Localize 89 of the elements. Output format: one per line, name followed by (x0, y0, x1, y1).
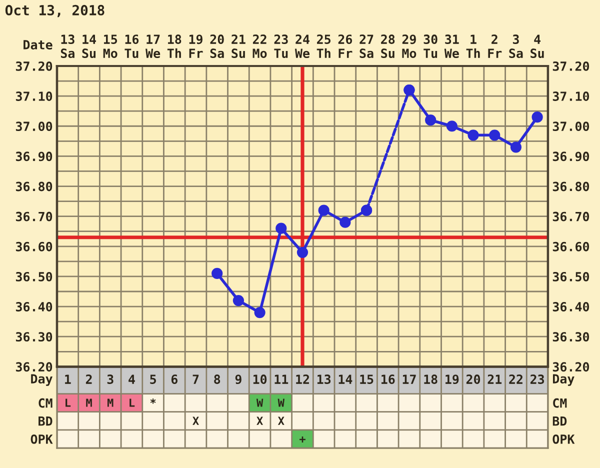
x2-tick-label: 23 Tu (274, 34, 288, 58)
x2-tick-label: 14 Su (82, 34, 96, 58)
x-tick-label: 12 (296, 374, 309, 384)
x-tick-label: 14 (338, 374, 352, 384)
y-tick-label: 36.80 (16, 182, 52, 192)
x-tick-label: 18 (424, 374, 438, 384)
x2-tick-label: 25 Th (316, 34, 331, 58)
x2-tick-label: 21 Su (232, 34, 246, 58)
y2-tick-label: 37.10 (552, 92, 590, 101)
x-tick-label: 8 (214, 374, 220, 384)
x2-tick-label: 26 Fr (338, 34, 352, 58)
x2-tick-label: 15 Mo (103, 34, 118, 58)
y2-tick-label: 36.50 (552, 272, 590, 282)
y2-tick-label: 36.80 (552, 182, 590, 192)
x-axis-title: Day (31, 374, 52, 386)
x-tick-label: 23 (530, 374, 544, 384)
x2-tick-label: 29 Mo (402, 34, 416, 58)
x-tick-label: 2 (86, 374, 92, 384)
y-tick-label: 36.60 (16, 242, 52, 252)
x-tick-label: 3 (107, 374, 114, 384)
x-tick-label: 16 (382, 374, 395, 384)
text: L (130, 398, 135, 407)
x-tick-label: 19 (446, 374, 459, 384)
y-tick-label: 36.30 (16, 332, 52, 342)
x2-axis-title: Date (24, 40, 52, 50)
text: X (278, 416, 284, 425)
y2-tick-label: 36.70 (552, 212, 590, 222)
x-tick-label: 9 (235, 374, 242, 384)
text: + (300, 436, 306, 442)
text: * (150, 398, 156, 404)
x-tick-label: 5 (150, 374, 156, 384)
y-tick-label: 36.50 (16, 272, 52, 282)
x-tick-label: 1 (65, 374, 71, 384)
y2-tick-label: 37.20 (552, 61, 590, 71)
y-tick-label: 36.90 (16, 152, 52, 162)
x2-tick-label: 24 We (294, 34, 310, 58)
x-tick-label: 17 (402, 374, 416, 384)
text: X (192, 416, 199, 425)
category-label: OPK (552, 434, 575, 444)
text: W (278, 398, 284, 407)
x2-tick-label: 27 Sa (360, 34, 374, 58)
y2-tick-label: 36.60 (552, 242, 590, 252)
x2-tick-label: 20 Sa (210, 34, 224, 58)
category-label: CM (38, 398, 52, 408)
x2-tick-label: 30 Tu (424, 34, 438, 58)
category-label: BD (552, 416, 567, 426)
x-tick-label: 20 (466, 374, 480, 384)
x-tick-label: 21 (488, 374, 502, 384)
y-tick-label: 36.40 (16, 302, 52, 312)
x2-tick-label: 31 We (444, 34, 459, 58)
x-tick-label: 10 (253, 374, 267, 384)
x-tick-label: 6 (171, 374, 178, 384)
x-tick-label: 13 (317, 374, 331, 384)
x-tick-label: 4 (128, 374, 135, 384)
x-tick-label: 7 (192, 374, 199, 384)
x2-tick-label: 16 Tu (124, 34, 139, 58)
x2-tick-label: 18 Th (167, 34, 182, 58)
text: M (86, 398, 92, 407)
x2-tick-label: 19 Fr (189, 34, 203, 58)
text: Day (552, 374, 574, 386)
y2-tick-label: 36.20 (552, 362, 590, 372)
text: L (66, 398, 71, 407)
y2-tick-label: 36.40 (552, 302, 590, 312)
x2-tick-label: 2 Fr (488, 34, 502, 58)
y2-tick-label: 37.00 (552, 122, 590, 132)
y2-tick-label: 36.90 (552, 152, 590, 162)
x-tick-label: 22 (509, 374, 522, 384)
text: W (256, 398, 264, 407)
y-tick-label: 36.20 (16, 362, 52, 372)
x2-tick-label: 1 Th (466, 34, 480, 58)
x-tick-label: 11 (274, 374, 288, 384)
y-tick-label: 36.70 (16, 212, 52, 222)
y-tick-label: 37.10 (16, 92, 52, 101)
text: M (107, 398, 114, 407)
y-tick-label: 37.00 (16, 122, 52, 132)
x-tick-label: 15 (360, 374, 374, 384)
y2-tick-label: 36.30 (552, 332, 590, 342)
x2-tick-label: 22 Mo (252, 34, 267, 58)
x2-tick-label: 4 Su (530, 34, 544, 58)
x2-tick-label: 28 Su (381, 34, 395, 58)
category-label: CM (553, 398, 567, 408)
y-tick-label: 37.20 (16, 61, 52, 71)
x2-tick-label: 3 Sa (509, 34, 523, 58)
text: X (256, 416, 263, 425)
category-label: BD (38, 416, 52, 426)
category-label: OPK (30, 434, 53, 444)
x2-tick-label: 13 Sa (60, 34, 74, 58)
x2-tick-label: 17 We (146, 34, 160, 58)
chart-title: Oct 13, 2018 (5, 4, 104, 18)
